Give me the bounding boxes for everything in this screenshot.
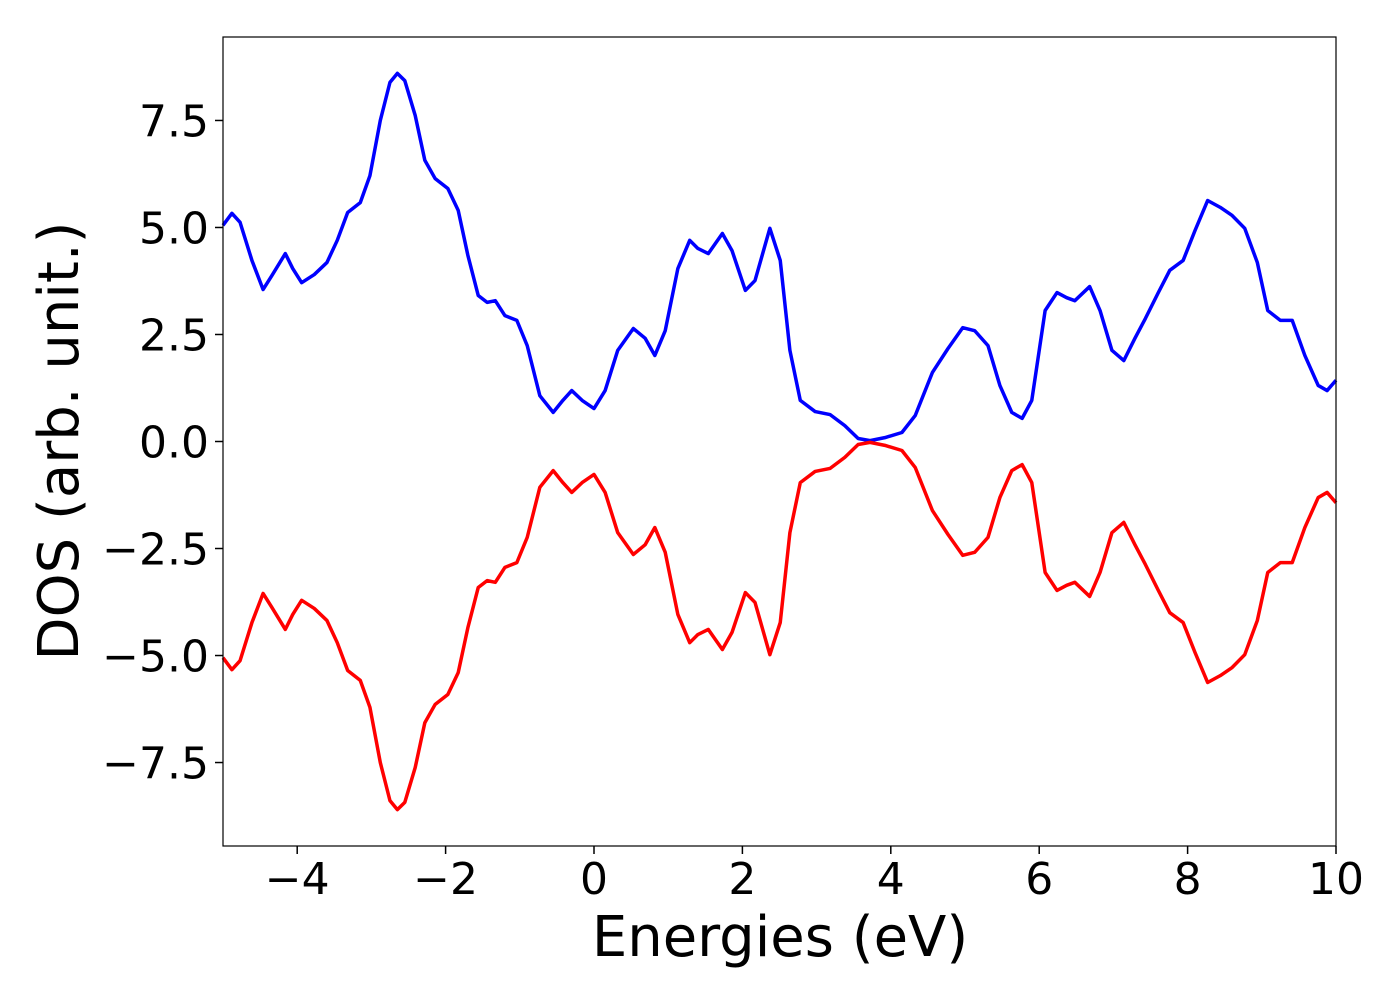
x-tick-label: 10 [1308,854,1364,905]
data-line [221,71,1338,443]
x-tick-label: 0 [580,854,608,905]
y-tick-label: −7.5 [102,739,209,790]
data-line [221,440,1338,812]
y-tick-label: 2.5 [139,310,209,361]
x-tick-label: 8 [1174,854,1202,905]
plot-frame [222,36,1337,847]
y-tick-label: −5.0 [102,632,209,683]
x-tick-label: 4 [877,854,905,905]
y-axis-label: DOS (arb. unit.) [27,221,92,660]
x-tick-label: −4 [265,854,330,905]
x-tick-label: 2 [728,854,756,905]
x-tick-label: 6 [1025,854,1053,905]
y-tick-label: 0.0 [139,418,209,469]
y-tick-label: 5.0 [139,203,209,254]
x-axis-label: Energies (eV) [592,905,968,970]
y-tick-label: 7.5 [139,96,209,147]
y-tick-label: −2.5 [102,525,209,576]
x-tick-label: −2 [413,854,478,905]
